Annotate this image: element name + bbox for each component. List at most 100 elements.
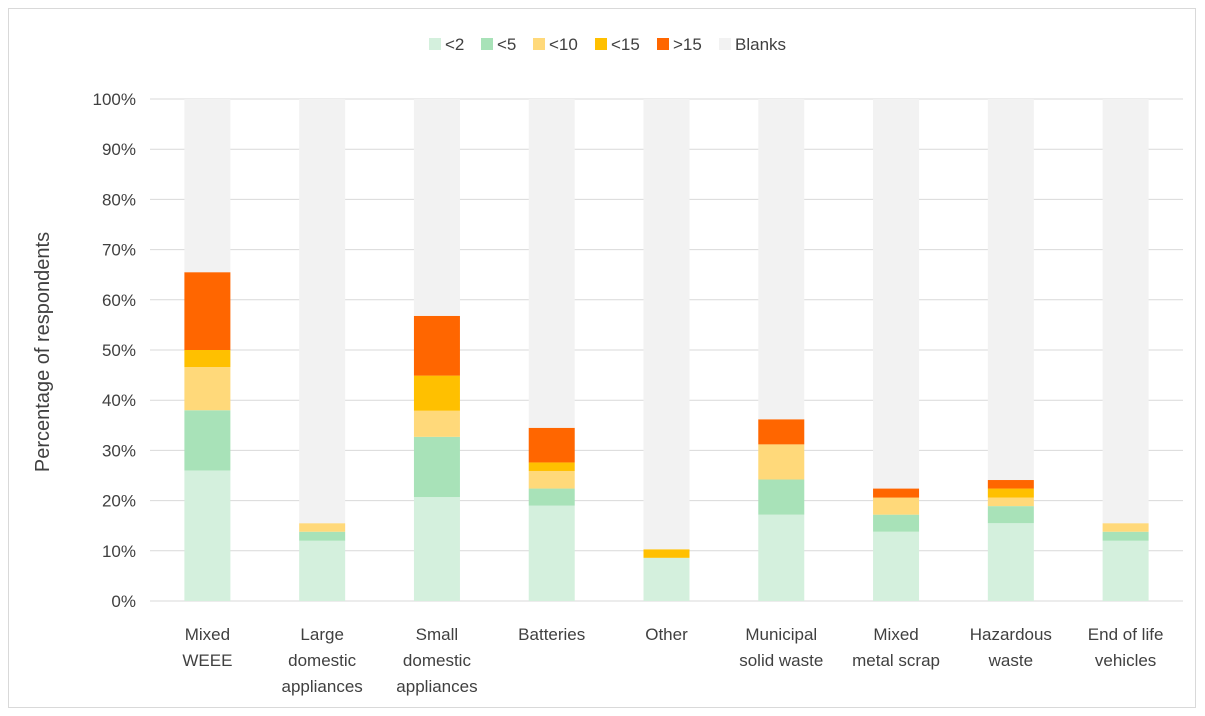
x-tick-label: Mixed metal scrap	[852, 625, 940, 670]
y-tick-label: 10%	[102, 542, 136, 561]
y-tick-label: 30%	[102, 441, 136, 460]
x-axis-ticks: Mixed WEEE Large domestic appliances Small dom…	[182, 625, 1163, 696]
bar-segment	[184, 367, 231, 411]
x-tick-label-line: Mixed	[873, 625, 918, 644]
bar-segment	[184, 410, 231, 471]
bar-segment	[873, 497, 920, 515]
bar-segment	[873, 531, 920, 601]
bar-segment	[758, 444, 805, 480]
bar-segment	[184, 272, 231, 350]
y-tick-label: 40%	[102, 391, 136, 410]
x-tick-label: Batteries	[518, 625, 585, 644]
bar-segment	[299, 99, 346, 524]
bar-segment	[299, 531, 346, 541]
bar-segment	[873, 99, 920, 489]
bar-segment	[1102, 540, 1149, 601]
stacked-bar-chart: <2 <5 <10 <15 >15 Blanks 0% 10% 20% 30% 40% 50% 60%…	[32, 35, 1183, 696]
bar-segment	[1102, 99, 1149, 524]
x-tick-label: End of life vehicles	[1088, 625, 1164, 670]
x-tick-label-line: WEEE	[182, 651, 232, 670]
legend-label: >15	[673, 35, 702, 54]
bar-segment	[184, 350, 231, 368]
legend-label: <10	[549, 35, 578, 54]
bar-segment	[299, 523, 346, 532]
x-tick-label-line: domestic	[288, 651, 357, 670]
x-tick-label: Municipal solid waste	[739, 625, 823, 670]
bar-segment	[413, 315, 460, 376]
x-tick-label: Mixed WEEE	[182, 625, 232, 670]
x-tick-label-line: appliances	[282, 677, 363, 696]
legend: <2 <5 <10 <15 >15 Blanks	[429, 35, 786, 54]
x-tick-label-line: waste	[988, 651, 1033, 670]
bar-segment	[987, 488, 1034, 498]
x-tick-label-line: Mixed	[185, 625, 230, 644]
x-tick-label: Hazardous waste	[970, 625, 1052, 670]
legend-swatch	[719, 38, 731, 50]
x-tick-label-line: vehicles	[1095, 651, 1156, 670]
legend-swatch	[481, 38, 493, 50]
bar-segment	[528, 470, 575, 489]
bar-segment	[873, 488, 920, 498]
legend-swatch	[657, 38, 669, 50]
bar-segment	[987, 506, 1034, 524]
bar-segment	[873, 514, 920, 532]
x-tick-label-line: domestic	[403, 651, 472, 670]
y-tick-label: 20%	[102, 492, 136, 511]
bar-segment	[528, 488, 575, 506]
x-tick-label-line: Large	[300, 625, 343, 644]
bar-segment	[528, 462, 575, 471]
y-tick-label: 80%	[102, 190, 136, 209]
x-tick-label-line: solid waste	[739, 651, 823, 670]
x-tick-label: Large domestic appliances	[282, 625, 363, 696]
x-tick-label: Small domestic appliances	[396, 625, 477, 696]
bar-segment	[528, 427, 575, 463]
bar-segment	[184, 99, 231, 273]
x-tick-label: Other	[645, 625, 688, 644]
x-tick-label-line: metal scrap	[852, 651, 940, 670]
y-tick-label: 60%	[102, 291, 136, 310]
bar-segment	[643, 99, 690, 550]
y-tick-label: 70%	[102, 241, 136, 260]
bar-segment	[758, 514, 805, 601]
x-tick-label-line: End of life	[1088, 625, 1164, 644]
bar-segment	[987, 497, 1034, 507]
legend-swatch	[429, 38, 441, 50]
bar-segment	[643, 549, 690, 558]
bar-segment	[758, 99, 805, 420]
y-tick-label: 100%	[93, 90, 136, 109]
bar-segment	[528, 505, 575, 601]
y-tick-label: 50%	[102, 341, 136, 360]
legend-label: <15	[611, 35, 640, 54]
bar-segment	[299, 540, 346, 601]
legend-label: Blanks	[735, 35, 786, 54]
x-tick-label-line: Batteries	[518, 625, 585, 644]
legend-label: <2	[445, 35, 464, 54]
bars	[184, 99, 1149, 601]
bar-segment	[413, 436, 460, 498]
legend-swatch	[595, 38, 607, 50]
bar-segment	[1102, 531, 1149, 541]
y-axis-label: Percentage of respondents	[32, 232, 54, 472]
bar-segment	[987, 99, 1034, 481]
y-axis-ticks: 0% 10% 20% 30% 40% 50% 60% 70% 80% 90% 100%	[93, 90, 136, 611]
x-tick-label-line: Municipal	[745, 625, 817, 644]
x-tick-label-line: Hazardous	[970, 625, 1052, 644]
y-tick-label: 90%	[102, 140, 136, 159]
bar-segment	[413, 375, 460, 411]
bar-segment	[758, 419, 805, 445]
legend-label: <5	[497, 35, 516, 54]
bar-segment	[987, 523, 1034, 601]
x-tick-label-line: Other	[645, 625, 688, 644]
bar-segment	[413, 99, 460, 316]
x-tick-label-line: appliances	[396, 677, 477, 696]
bar-segment	[643, 557, 690, 601]
bar-segment	[758, 479, 805, 515]
bar-segment	[413, 497, 460, 601]
x-tick-label-line: Small	[416, 625, 459, 644]
bar-segment	[987, 480, 1034, 489]
y-tick-label: 0%	[111, 592, 136, 611]
bar-segment	[528, 99, 575, 428]
legend-swatch	[533, 38, 545, 50]
bar-segment	[413, 410, 460, 437]
chart-frame: <2 <5 <10 <15 >15 Blanks 0% 10% 20% 30% 40% 50% 60%…	[8, 8, 1196, 708]
